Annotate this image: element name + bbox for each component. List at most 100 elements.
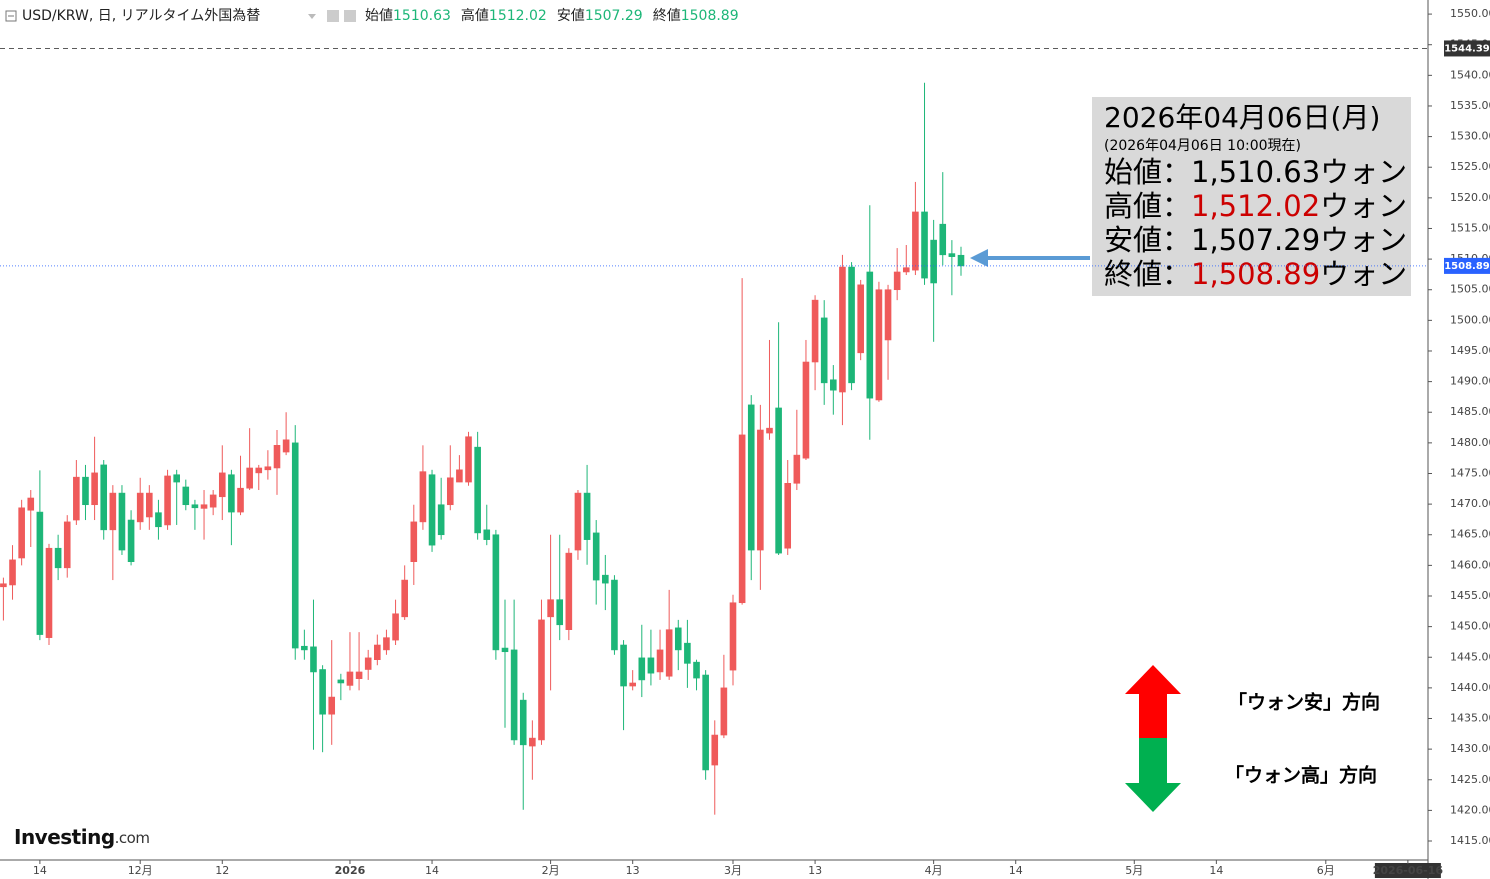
x-tick-label: 14 bbox=[1209, 864, 1223, 877]
candle-body bbox=[218, 472, 226, 498]
settings-icon[interactable] bbox=[344, 10, 356, 22]
symbol: USD/KRW, 日, リアルタイム外国為替 bbox=[22, 8, 260, 24]
candle-body bbox=[684, 642, 691, 664]
candle-body bbox=[109, 492, 117, 531]
y-tick-label: 1505.00 bbox=[1450, 283, 1490, 296]
candle-body bbox=[100, 464, 108, 531]
y-tick-label: 1430.00 bbox=[1450, 742, 1490, 755]
candle-body bbox=[310, 646, 317, 673]
y-tick-label: 1530.00 bbox=[1450, 130, 1490, 143]
candle-body bbox=[565, 552, 573, 630]
candle-body bbox=[811, 299, 819, 363]
candle-body bbox=[246, 467, 253, 489]
y-tick-label: 1420.00 bbox=[1450, 803, 1490, 816]
candle-body bbox=[45, 547, 53, 638]
direction-down-label: 「ウォン高」方向 bbox=[1225, 764, 1377, 787]
annotation-row-value: 1,512.02 bbox=[1191, 189, 1320, 223]
eye-icon[interactable] bbox=[327, 10, 339, 22]
y-tick-label: 1470.00 bbox=[1450, 497, 1490, 510]
header-ohlc: 高値1512.02 bbox=[461, 7, 547, 24]
annotation-row-value: 1,507.29 bbox=[1191, 223, 1320, 257]
annotation-row-label: 高値： bbox=[1104, 189, 1191, 223]
x-tick-label: 12 bbox=[215, 864, 229, 877]
candle-body bbox=[173, 474, 180, 483]
candle-body bbox=[419, 471, 427, 523]
header-ohlc-value: 1510.63 bbox=[393, 8, 451, 24]
y-tick-label: 1475.00 bbox=[1450, 466, 1490, 479]
y-tick-label: 1490.00 bbox=[1450, 375, 1490, 388]
x-tick-label: 5月 bbox=[1125, 864, 1143, 877]
dropdown-icon[interactable] bbox=[308, 14, 316, 19]
annotation-row-unit: ウォン bbox=[1320, 155, 1407, 189]
candle-body bbox=[647, 657, 655, 674]
candle-body bbox=[191, 504, 199, 509]
candle-body bbox=[930, 239, 937, 284]
header-ohlc-value: 1512.02 bbox=[489, 8, 547, 24]
collapse-icon[interactable] bbox=[5, 10, 17, 22]
candle-body bbox=[118, 492, 126, 551]
header-bg bbox=[0, 2, 740, 30]
annotation-row-value: 1,508.89 bbox=[1191, 257, 1320, 291]
y-tick-label: 1540.00 bbox=[1450, 68, 1490, 81]
down-arrow bbox=[1125, 738, 1181, 812]
annotation-row-unit: ウォン bbox=[1320, 189, 1407, 223]
y-tick-label: 1535.00 bbox=[1450, 99, 1490, 112]
y-tick-label: 1435.00 bbox=[1450, 712, 1490, 725]
candle-body bbox=[674, 627, 682, 651]
candle-body bbox=[364, 657, 372, 670]
candle-body bbox=[228, 474, 235, 513]
candle-body bbox=[54, 547, 62, 569]
candle-body bbox=[392, 613, 399, 641]
candle-body bbox=[665, 629, 673, 677]
candle-body bbox=[912, 211, 919, 271]
x-label-box bbox=[1374, 863, 1441, 878]
candle-body bbox=[529, 737, 536, 747]
candle-body bbox=[255, 467, 263, 474]
annotation-row-label: 終値： bbox=[1104, 257, 1191, 291]
y-tick-label: 1525.00 bbox=[1450, 160, 1490, 173]
candle-body bbox=[948, 253, 956, 257]
candle-body bbox=[592, 532, 600, 581]
y-tick-label: 1550.00 bbox=[1450, 7, 1490, 20]
direction-up-label: 「ウォン安」方向 bbox=[1228, 691, 1380, 714]
y-tick-label: 1450.00 bbox=[1450, 620, 1490, 633]
candle-body bbox=[775, 407, 782, 554]
x-tick-label: 14 bbox=[1009, 864, 1023, 877]
y-tick-label: 1425.00 bbox=[1450, 773, 1490, 786]
candle-body bbox=[902, 267, 910, 273]
x-tick-label: 2026 bbox=[335, 864, 366, 877]
price-label: 1544.39 bbox=[1444, 43, 1490, 54]
y-tick-label: 1515.00 bbox=[1450, 221, 1490, 234]
candle-body bbox=[711, 734, 719, 766]
candle-body bbox=[693, 661, 700, 679]
y-tick-label: 1500.00 bbox=[1450, 313, 1490, 326]
annotation-row-unit: ウォン bbox=[1320, 257, 1407, 291]
candle-body bbox=[63, 521, 71, 569]
header-ohlc-label: 終値 bbox=[653, 8, 681, 24]
candle-body bbox=[702, 674, 709, 771]
candle-body bbox=[820, 317, 828, 384]
candle-body bbox=[884, 289, 892, 341]
pointer-arrow-head bbox=[970, 249, 988, 267]
candle-body bbox=[410, 521, 418, 562]
x-tick-label: 3月 bbox=[724, 864, 742, 877]
y-tick-label: 1520.00 bbox=[1450, 191, 1490, 204]
candle-body bbox=[36, 511, 44, 635]
logo-suffix: .com bbox=[115, 829, 150, 847]
x-tick-label: 2月 bbox=[542, 864, 560, 877]
header-ohlc-label: 始値 bbox=[365, 8, 393, 24]
candle-body bbox=[18, 507, 25, 559]
annotation-box bbox=[1092, 97, 1411, 296]
header-ohlc-value: 1508.89 bbox=[681, 8, 739, 24]
annotation-row: 高値：1,512.02ウォン bbox=[1104, 189, 1407, 223]
candle-body bbox=[629, 682, 636, 687]
annotation-row: 終値：1,508.89ウォン bbox=[1104, 257, 1407, 291]
price-label-box bbox=[1444, 257, 1490, 274]
up-arrow bbox=[1125, 665, 1181, 738]
candle-body bbox=[209, 494, 217, 508]
candle-body bbox=[82, 476, 89, 506]
candle-body bbox=[839, 266, 846, 393]
y-tick-label: 1445.00 bbox=[1450, 650, 1490, 663]
candle-body bbox=[446, 477, 454, 506]
